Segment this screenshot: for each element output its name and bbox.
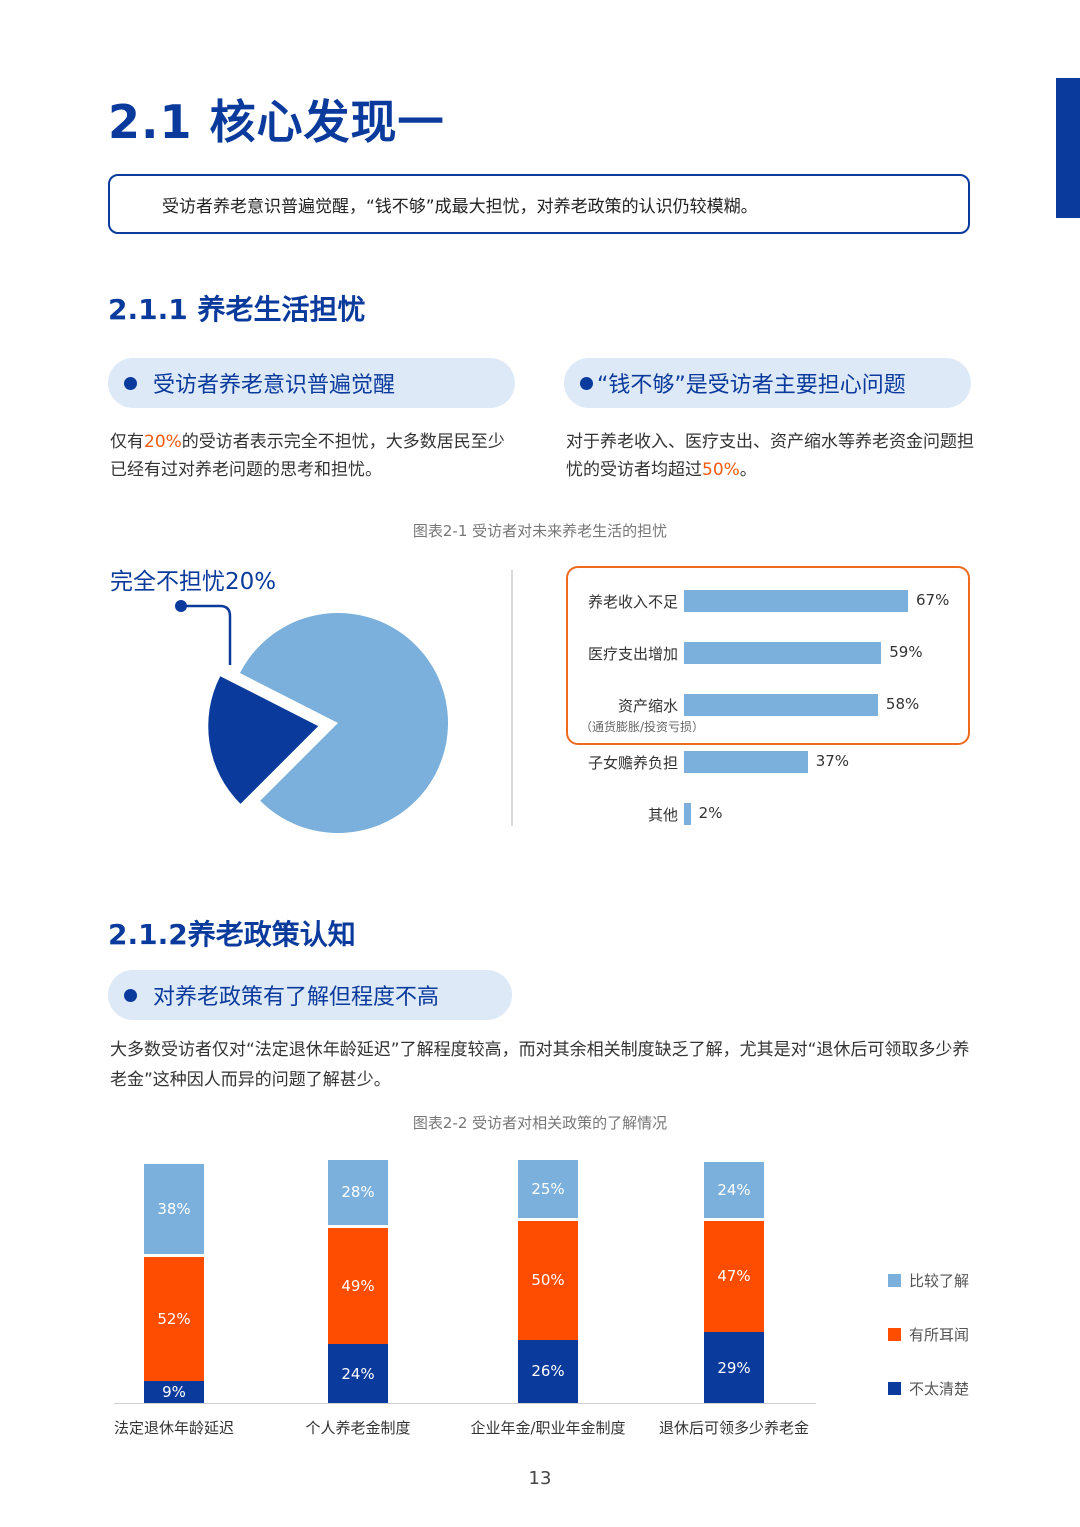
summary-box: 受访者养老意识普遍觉醒，“钱不够”成最大担忧，对养老政策的认识仍较模糊。 bbox=[108, 174, 970, 234]
chart-divider bbox=[511, 570, 513, 826]
column-segment: 38% bbox=[144, 1164, 204, 1255]
x-axis-label: 个人养老金制度 bbox=[305, 1419, 411, 1437]
side-accent-bar bbox=[1056, 78, 1080, 218]
hbar-bar bbox=[684, 803, 691, 825]
hbar-chart: 养老收入不足 67% 医疗支出增加 59% 资产缩水 （通货膨胀/投资亏损） 58% 子女赡养… bbox=[560, 580, 980, 840]
column-segment: 47% bbox=[704, 1220, 764, 1333]
legend-swatch bbox=[888, 1274, 901, 1287]
pill-section2-text: 对养老政策有了解但程度不高 bbox=[153, 985, 440, 1010]
hbar-value-label: 2% bbox=[698, 804, 723, 822]
column-segment: 49% bbox=[328, 1227, 388, 1345]
para-left: 仅有20%的受访者表示完全不担忧，大多数居民至少已经有过对养老问题的思考和担忧。 bbox=[110, 432, 505, 480]
highlight-frame bbox=[566, 566, 970, 745]
column-segment: 52% bbox=[144, 1257, 204, 1382]
pill-section2: 对养老政策有了解但程度不高 bbox=[108, 970, 512, 1020]
legend: 比较了解有所耳闻不太清楚 bbox=[888, 1270, 969, 1432]
section2-title: 2.1.2养老政策认知 bbox=[108, 918, 356, 951]
hbar-bar bbox=[684, 751, 808, 773]
column-segment: 26% bbox=[518, 1339, 578, 1403]
highlight-value: 20% bbox=[144, 432, 182, 452]
legend-swatch bbox=[888, 1382, 901, 1395]
legend-label: 比较了解 bbox=[909, 1272, 970, 1290]
legend-label: 不太清楚 bbox=[909, 1380, 970, 1398]
hbar-category-label: 子女赡养负担 bbox=[587, 754, 678, 772]
hbar-category-label: 资产缩水 bbox=[617, 697, 678, 715]
legend-item: 有所耳闻 bbox=[888, 1324, 969, 1345]
section1-title: 2.1.1 养老生活担忧 bbox=[108, 293, 366, 326]
x-axis-line bbox=[114, 1403, 816, 1404]
pill-right-text: “钱不够”是受访者主要担心问题 bbox=[597, 373, 906, 398]
chart2-caption: 图表2-2 受访者对相关政策的了解情况 bbox=[412, 1114, 668, 1132]
hbar-category-label: 其他 bbox=[647, 806, 678, 824]
hbar-bar bbox=[684, 694, 878, 716]
hbar-category-note: （通货膨胀/投资亏损） bbox=[580, 720, 705, 734]
column-segment: 50% bbox=[518, 1220, 578, 1340]
x-axis-label: 退休后可领多少养老金 bbox=[658, 1419, 809, 1437]
pie-slice-other bbox=[239, 613, 448, 833]
column-segment: 24% bbox=[704, 1162, 764, 1218]
hbar-value-label: 67% bbox=[916, 591, 950, 609]
para-right: 对于养老收入、医疗支出、资产缩水等养老资金问题担忧的受访者均超过50%。 bbox=[566, 432, 974, 480]
column-segment: 25% bbox=[518, 1159, 578, 1218]
legend-item: 比较了解 bbox=[888, 1270, 969, 1291]
hbar-category-label: 养老收入不足 bbox=[587, 593, 678, 611]
pill-left-text: 受访者养老意识普遍觉醒 bbox=[153, 373, 396, 398]
hbar-bar bbox=[684, 590, 908, 612]
bullet-dot-icon bbox=[124, 376, 137, 390]
legend-label: 有所耳闻 bbox=[909, 1326, 970, 1344]
bullet-dot-icon bbox=[580, 376, 593, 390]
x-axis-label: 企业年金/职业年金制度 bbox=[470, 1419, 626, 1437]
column-segment: 28% bbox=[328, 1159, 388, 1225]
x-axis-label: 法定退休年龄延迟 bbox=[113, 1419, 234, 1437]
pie-chart bbox=[175, 600, 448, 833]
hbar-value-label: 58% bbox=[885, 695, 920, 713]
column-segment: 29% bbox=[704, 1332, 764, 1403]
page-title: 2.1 核心发现一 bbox=[108, 95, 445, 149]
legend-swatch bbox=[888, 1328, 901, 1341]
hbar-category-label: 医疗支出增加 bbox=[587, 645, 678, 663]
pill-left: 受访者养老意识普遍觉醒 bbox=[108, 358, 515, 408]
chart1-caption: 图表2-1 受访者对未来养老生活的担忧 bbox=[412, 522, 668, 540]
pie-slice-not-worried bbox=[208, 676, 319, 804]
column-segment: 24% bbox=[328, 1344, 388, 1403]
highlight-value: 50% bbox=[702, 460, 740, 480]
bullet-dot-icon bbox=[124, 988, 137, 1002]
hbar-bar bbox=[684, 642, 882, 664]
legend-item: 不太清楚 bbox=[888, 1378, 969, 1399]
pie-callout-label: 完全不担忧20% bbox=[110, 569, 277, 595]
callout-leader-line bbox=[181, 604, 232, 665]
hbar-value-label: 59% bbox=[889, 643, 923, 661]
column-segment: 9% bbox=[144, 1381, 204, 1403]
summary-text: 受访者养老意识普遍觉醒，“钱不够”成最大担忧，对养老政策的认识仍较模糊。 bbox=[162, 196, 758, 217]
section2-paragraph: 大多数受访者仅对“法定退休年龄延迟”了解程度较高，而对其余相关制度缺乏了解，尤其… bbox=[110, 1040, 970, 1090]
page-number: 13 bbox=[528, 1468, 552, 1489]
stacked-column-chart: 9% 52% 38% 法定退休年龄延迟 24% 49% 28% 个人养老金制度 26% 50% 25… bbox=[110, 1155, 830, 1445]
hbar-value-label: 37% bbox=[815, 752, 850, 770]
pill-right: “钱不够”是受访者主要担心问题 bbox=[564, 358, 971, 408]
